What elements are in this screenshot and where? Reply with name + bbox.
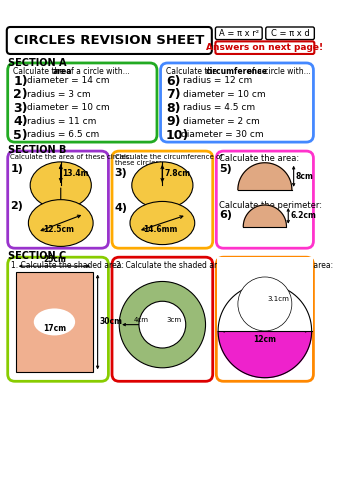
- Ellipse shape: [30, 162, 91, 208]
- Text: radius = 12 cm: radius = 12 cm: [183, 76, 252, 86]
- Text: 7): 7): [166, 88, 181, 101]
- Text: 10): 10): [166, 128, 189, 141]
- Text: 2. Calculate the shaded area:: 2. Calculate the shaded area:: [116, 261, 229, 270]
- Text: 3): 3): [13, 102, 28, 114]
- FancyBboxPatch shape: [216, 27, 262, 40]
- Text: area: area: [53, 68, 72, 76]
- Text: diameter = 2 cm: diameter = 2 cm: [183, 117, 260, 126]
- Polygon shape: [238, 163, 292, 190]
- Text: 12cm: 12cm: [253, 334, 276, 344]
- Text: diameter = 10 cm: diameter = 10 cm: [183, 90, 266, 99]
- Bar: [217, 257, 312, 331]
- Text: 2): 2): [10, 202, 23, 211]
- Text: 2): 2): [13, 88, 28, 101]
- Text: of a circle with...: of a circle with...: [64, 68, 130, 76]
- Text: radius = 11 cm: radius = 11 cm: [27, 117, 96, 126]
- FancyBboxPatch shape: [112, 151, 213, 248]
- Text: A = π x r²: A = π x r²: [219, 29, 259, 38]
- FancyBboxPatch shape: [161, 63, 313, 142]
- Text: radius = 6.5 cm: radius = 6.5 cm: [27, 130, 99, 140]
- Text: 5): 5): [219, 164, 232, 173]
- Text: 1. Calculate the shaded area:: 1. Calculate the shaded area:: [11, 261, 124, 270]
- Text: radius = 3 cm: radius = 3 cm: [27, 90, 90, 99]
- Text: SECTION C: SECTION C: [8, 251, 66, 261]
- Polygon shape: [218, 284, 312, 378]
- FancyBboxPatch shape: [8, 63, 157, 142]
- Text: CIRCLES REVISION SHEET: CIRCLES REVISION SHEET: [14, 34, 204, 47]
- Text: 17cm: 17cm: [43, 324, 66, 332]
- Ellipse shape: [238, 277, 292, 331]
- Polygon shape: [243, 205, 286, 227]
- Ellipse shape: [130, 202, 195, 244]
- Ellipse shape: [28, 200, 93, 246]
- Ellipse shape: [132, 162, 193, 208]
- Text: 30cm: 30cm: [99, 318, 122, 326]
- FancyBboxPatch shape: [7, 27, 212, 54]
- Text: SECTION A: SECTION A: [8, 58, 66, 68]
- Text: 6): 6): [219, 210, 232, 220]
- Text: diameter = 30 cm: diameter = 30 cm: [181, 130, 264, 140]
- Ellipse shape: [119, 282, 206, 368]
- Bar: [16, 272, 93, 372]
- Text: 6.2cm: 6.2cm: [290, 212, 316, 220]
- Text: 3.1cm: 3.1cm: [267, 296, 289, 302]
- Text: Calculate the: Calculate the: [13, 68, 66, 76]
- Ellipse shape: [139, 302, 186, 348]
- Text: 4): 4): [115, 203, 128, 213]
- Text: 3): 3): [115, 168, 127, 178]
- FancyBboxPatch shape: [8, 151, 108, 248]
- Text: 8): 8): [166, 102, 181, 114]
- Text: 14.6mm: 14.6mm: [143, 225, 178, 234]
- Text: of a circle with...: of a circle with...: [245, 68, 311, 76]
- Text: 3cm: 3cm: [166, 317, 182, 323]
- Text: Calculate the: Calculate the: [166, 68, 219, 76]
- Text: 9): 9): [166, 115, 181, 128]
- FancyBboxPatch shape: [216, 257, 313, 382]
- Text: Answers on next page!: Answers on next page!: [206, 43, 324, 52]
- FancyBboxPatch shape: [8, 257, 108, 382]
- Text: these circles:: these circles:: [115, 160, 161, 166]
- Text: Calculate the perimeter:: Calculate the perimeter:: [219, 202, 322, 210]
- Text: 8cm: 8cm: [295, 172, 313, 181]
- Text: 4): 4): [13, 115, 28, 128]
- Text: radius = 4.5 cm: radius = 4.5 cm: [183, 104, 255, 112]
- Ellipse shape: [34, 308, 75, 336]
- Text: SECTION B: SECTION B: [8, 145, 66, 155]
- Text: 1): 1): [10, 164, 23, 173]
- Text: Calculate the area:: Calculate the area:: [219, 154, 299, 163]
- Ellipse shape: [238, 277, 292, 331]
- Text: 1): 1): [13, 74, 28, 88]
- Text: Calculate the area of these circles:: Calculate the area of these circles:: [10, 154, 132, 160]
- Text: 25cm: 25cm: [43, 256, 66, 264]
- Text: diameter = 10 cm: diameter = 10 cm: [27, 104, 109, 112]
- Text: Calculate the circumference of: Calculate the circumference of: [115, 154, 222, 160]
- Text: 13.4m: 13.4m: [63, 169, 89, 178]
- Text: 5): 5): [13, 128, 28, 141]
- Text: C = π x d: C = π x d: [271, 29, 309, 38]
- FancyBboxPatch shape: [216, 42, 314, 54]
- Text: 12.5cm: 12.5cm: [44, 225, 74, 234]
- Text: 7.8cm: 7.8cm: [164, 169, 190, 178]
- FancyBboxPatch shape: [112, 257, 213, 382]
- Text: diameter = 14 cm: diameter = 14 cm: [27, 76, 109, 86]
- Text: 6): 6): [166, 74, 181, 88]
- Text: circumference: circumference: [206, 68, 267, 76]
- FancyBboxPatch shape: [266, 27, 314, 40]
- FancyBboxPatch shape: [216, 151, 313, 248]
- Text: 4cm: 4cm: [133, 317, 148, 323]
- Text: 3. Calculate the shaded area:: 3. Calculate the shaded area:: [220, 261, 333, 270]
